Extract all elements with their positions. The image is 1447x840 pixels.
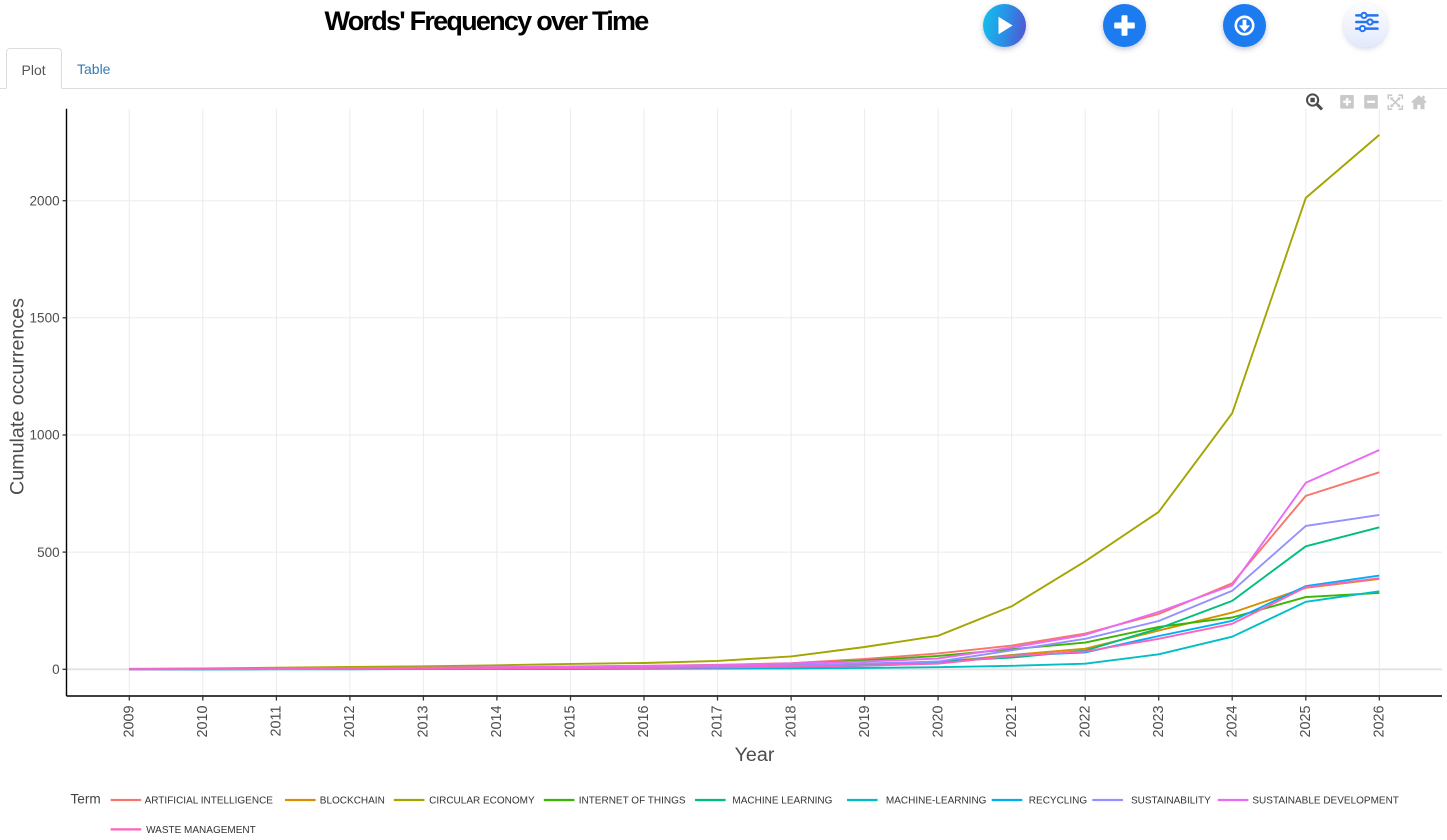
svg-text:2026: 2026 — [1372, 706, 1388, 738]
svg-text:Year: Year — [735, 744, 775, 766]
svg-text:2014: 2014 — [489, 706, 505, 738]
svg-text:2011: 2011 — [269, 706, 285, 737]
svg-text:1000: 1000 — [30, 428, 60, 443]
svg-text:BLOCKCHAIN: BLOCKCHAIN — [320, 795, 385, 806]
svg-text:500: 500 — [37, 545, 60, 560]
svg-text:SUSTAINABLE DEVELOPMENT: SUSTAINABLE DEVELOPMENT — [1252, 795, 1399, 806]
svg-text:Term: Term — [71, 791, 101, 806]
svg-text:2010: 2010 — [195, 706, 211, 738]
svg-text:2015: 2015 — [563, 706, 579, 738]
svg-text:0: 0 — [52, 662, 60, 677]
svg-text:2025: 2025 — [1298, 706, 1314, 738]
svg-text:RECYCLING: RECYCLING — [1029, 795, 1088, 806]
svg-text:2024: 2024 — [1225, 706, 1241, 738]
svg-text:WASTE MANAGEMENT: WASTE MANAGEMENT — [146, 825, 256, 836]
svg-text:CIRCULAR ECONOMY: CIRCULAR ECONOMY — [429, 795, 535, 806]
svg-text:2022: 2022 — [1077, 706, 1093, 738]
svg-text:2018: 2018 — [783, 706, 799, 738]
svg-text:MACHINE LEARNING: MACHINE LEARNING — [732, 795, 832, 806]
svg-text:Cumulate occurrences: Cumulate occurrences — [7, 298, 29, 495]
svg-text:2023: 2023 — [1151, 706, 1167, 738]
svg-text:2021: 2021 — [1004, 706, 1020, 738]
svg-text:2020: 2020 — [930, 706, 946, 738]
svg-text:SUSTAINABILITY: SUSTAINABILITY — [1131, 795, 1211, 806]
svg-text:MACHINE-LEARNING: MACHINE-LEARNING — [886, 795, 987, 806]
svg-text:2017: 2017 — [710, 706, 726, 738]
svg-text:2000: 2000 — [30, 193, 60, 208]
svg-text:2012: 2012 — [342, 706, 358, 738]
svg-text:1500: 1500 — [30, 310, 60, 325]
svg-text:2019: 2019 — [857, 706, 873, 738]
svg-text:2013: 2013 — [416, 706, 432, 738]
svg-text:ARTIFICIAL INTELLIGENCE: ARTIFICIAL INTELLIGENCE — [145, 795, 274, 806]
svg-text:2009: 2009 — [122, 706, 138, 738]
svg-text:2016: 2016 — [636, 706, 652, 738]
svg-text:INTERNET OF THINGS: INTERNET OF THINGS — [579, 795, 686, 806]
